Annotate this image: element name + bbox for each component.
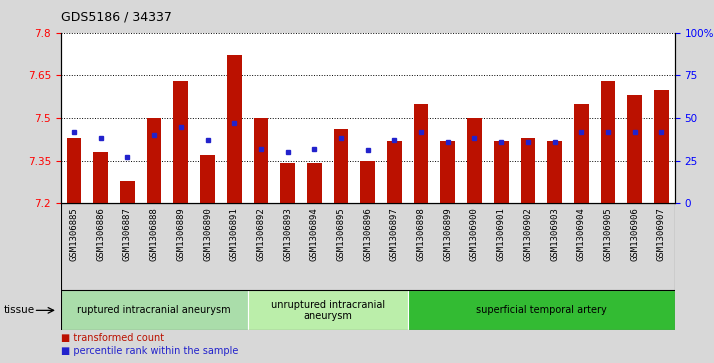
- Bar: [441, 141, 455, 203]
- Bar: [94, 152, 108, 203]
- Bar: [387, 141, 402, 203]
- Text: ■ transformed count: ■ transformed count: [61, 333, 164, 343]
- Text: GSM1306899: GSM1306899: [443, 208, 452, 261]
- Text: unruptured intracranial
aneurysm: unruptured intracranial aneurysm: [271, 299, 385, 321]
- Bar: [628, 95, 642, 203]
- Bar: [253, 118, 268, 203]
- Bar: [574, 104, 588, 203]
- Text: GSM1306905: GSM1306905: [603, 208, 613, 261]
- Text: GSM1306901: GSM1306901: [497, 208, 506, 261]
- Bar: [408, 290, 675, 330]
- Bar: [174, 81, 188, 203]
- Text: GSM1306903: GSM1306903: [550, 208, 559, 261]
- Bar: [281, 163, 295, 203]
- Text: GSM1306896: GSM1306896: [363, 208, 372, 261]
- Text: GSM1306894: GSM1306894: [310, 208, 319, 261]
- Text: GSM1306890: GSM1306890: [203, 208, 212, 261]
- Bar: [333, 129, 348, 203]
- Text: GSM1306900: GSM1306900: [470, 208, 479, 261]
- Bar: [61, 290, 248, 330]
- Text: GSM1306886: GSM1306886: [96, 208, 105, 261]
- Bar: [307, 163, 322, 203]
- Text: tissue: tissue: [4, 305, 35, 315]
- Bar: [120, 180, 135, 203]
- Bar: [248, 290, 408, 330]
- Bar: [494, 141, 508, 203]
- Bar: [227, 56, 241, 203]
- Bar: [200, 155, 215, 203]
- Text: GSM1306892: GSM1306892: [256, 208, 266, 261]
- Text: GSM1306902: GSM1306902: [523, 208, 533, 261]
- Text: GSM1306889: GSM1306889: [176, 208, 186, 261]
- Text: GSM1306893: GSM1306893: [283, 208, 292, 261]
- Bar: [467, 118, 482, 203]
- Text: GSM1306895: GSM1306895: [336, 208, 346, 261]
- Text: GSM1306887: GSM1306887: [123, 208, 132, 261]
- Text: GSM1306891: GSM1306891: [230, 208, 238, 261]
- Bar: [413, 104, 428, 203]
- Bar: [66, 138, 81, 203]
- Text: ■ percentile rank within the sample: ■ percentile rank within the sample: [61, 346, 238, 356]
- Text: superficial temporal artery: superficial temporal artery: [476, 305, 607, 315]
- Text: GSM1306904: GSM1306904: [577, 208, 585, 261]
- Text: GDS5186 / 34337: GDS5186 / 34337: [61, 11, 171, 24]
- Text: GSM1306898: GSM1306898: [416, 208, 426, 261]
- Bar: [547, 141, 562, 203]
- Bar: [600, 81, 615, 203]
- Text: GSM1306907: GSM1306907: [657, 208, 666, 261]
- Bar: [521, 138, 536, 203]
- Text: GSM1306888: GSM1306888: [150, 208, 159, 261]
- Bar: [147, 118, 161, 203]
- Text: ruptured intracranial aneurysm: ruptured intracranial aneurysm: [77, 305, 231, 315]
- Text: GSM1306885: GSM1306885: [69, 208, 79, 261]
- Text: GSM1306897: GSM1306897: [390, 208, 399, 261]
- Bar: [654, 90, 669, 203]
- Bar: [361, 161, 375, 203]
- Text: GSM1306906: GSM1306906: [630, 208, 639, 261]
